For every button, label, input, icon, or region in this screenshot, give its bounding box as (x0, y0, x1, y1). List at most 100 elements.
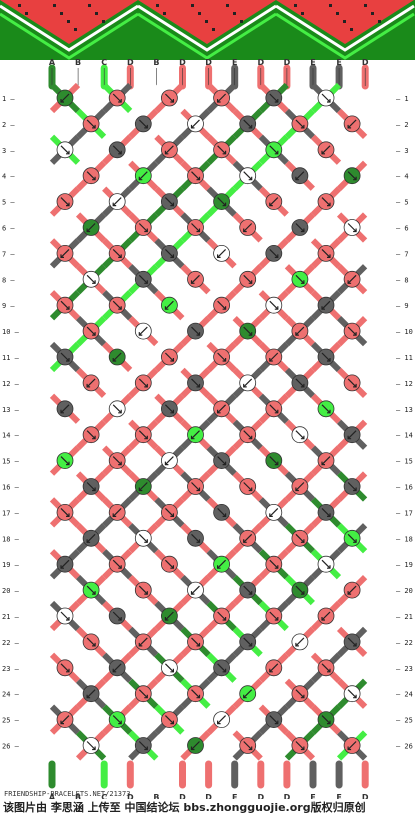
knot-arrowhead (353, 539, 357, 543)
banner-seed-mark (198, 12, 201, 15)
banner-white-stripe (275, 4, 415, 52)
knot-arrowhead (66, 617, 70, 621)
knot-arrowhead (295, 642, 299, 647)
knot-arrow (269, 145, 279, 155)
pattern-credit: FRIENDSHIP-BRACELETS.NET/21373 (4, 790, 131, 798)
row-label-left: 19 — (2, 561, 20, 569)
knot-arrow (243, 585, 253, 595)
knot-arrow (60, 300, 70, 310)
knot-arrow (321, 352, 331, 362)
knot-arrow (60, 611, 70, 621)
knot-arrowhead (66, 461, 70, 466)
knot-arrow (60, 663, 70, 673)
knot-arrowhead (327, 99, 331, 103)
string-letter-bottom: B (75, 793, 81, 802)
string-letter-top: D (205, 58, 212, 67)
knot-arrowhead (144, 435, 148, 440)
string-letter-bottom: E (336, 793, 341, 802)
knot-arrow (112, 248, 122, 258)
knot-arrowhead (190, 124, 195, 129)
knot-arrow (138, 274, 148, 284)
knot-arrow (217, 300, 227, 310)
string-letter-bottom: E (310, 793, 315, 802)
knot-arrowhead (118, 254, 122, 258)
knot-arrowhead (248, 642, 253, 647)
string-letter-bottom: C (101, 793, 107, 802)
knot-arrow (243, 274, 253, 284)
knot-arrow (243, 533, 253, 543)
string-letter-top: D (257, 58, 264, 67)
knot-arrow (295, 637, 305, 647)
knot-arrowhead (66, 513, 70, 518)
banner-seed-mark (336, 12, 339, 15)
knot-arrowhead (274, 461, 279, 466)
knot-arrowhead (86, 383, 91, 388)
knot-arrow (112, 715, 122, 725)
knot-arrow (347, 637, 357, 647)
knot-arrow (138, 430, 148, 440)
row-label-right: — 2 (396, 121, 409, 129)
knot-arrow (269, 611, 279, 621)
knot-arrow (191, 637, 200, 647)
pattern-preview-banner (0, 0, 415, 60)
knot-arrowhead (66, 150, 70, 155)
row-label-left: 14 — (2, 432, 20, 440)
row-label-right: — 15 (396, 458, 413, 466)
knot-arrowhead (118, 150, 122, 155)
knot-arrowhead (321, 306, 325, 310)
knot-arrow (86, 741, 96, 750)
knot-arrowhead (92, 642, 96, 647)
knot-arrowhead (60, 409, 64, 414)
row-label-left: 1 — (2, 95, 15, 103)
row-label-right: — 18 (396, 535, 413, 543)
knot-arrowhead (274, 150, 279, 155)
knot-arrow (138, 533, 148, 543)
knot-arrowhead (66, 358, 70, 362)
knot-arrowhead (248, 124, 253, 129)
knot-arrow (269, 456, 279, 466)
knot-arrowhead (269, 358, 273, 362)
row-label-left: 9 — (2, 302, 15, 310)
knot-arrowhead (217, 99, 221, 103)
knot-arrowhead (118, 461, 122, 466)
knot-arrow (191, 274, 200, 284)
string-letter-top: D (127, 58, 134, 67)
knot-arrow (269, 93, 279, 103)
knot-arrowhead (327, 513, 331, 518)
row-label-right: — 26 (396, 743, 413, 751)
knot-arrow (191, 689, 200, 699)
knot-arrow (217, 611, 227, 621)
string-letter-top: A (49, 58, 56, 67)
knot-arrow (347, 741, 357, 750)
row-label-left: 8 — (2, 276, 15, 284)
row-label-right: — 14 (396, 432, 413, 440)
knot-arrowhead (327, 720, 331, 725)
knot-arrow (164, 507, 174, 517)
string-letter-top: C (101, 58, 107, 67)
string-letter-bottom: D (127, 793, 134, 802)
row-label-right: — 13 (396, 406, 413, 414)
knot-arrowhead (243, 228, 247, 233)
knot-arrowhead (164, 617, 169, 621)
knot-arrowhead (222, 202, 227, 207)
knot-arrowhead (300, 383, 305, 388)
knot-arrowhead (300, 591, 305, 595)
knot-arrowhead (118, 306, 122, 310)
knot-arrow (191, 533, 200, 543)
knot-arrowhead (170, 358, 174, 362)
banner-seed-mark (156, 4, 159, 7)
knot-arrow (164, 404, 174, 414)
banner-seed-mark (95, 12, 98, 15)
knot-arrowhead (92, 591, 96, 595)
knot-arrowhead (300, 746, 305, 751)
knot-arrowhead (248, 746, 253, 751)
knot-arrow (217, 248, 227, 258)
knot-arrowhead (60, 254, 64, 258)
knot-arrow (243, 326, 253, 336)
knot-arrow (321, 93, 331, 103)
string-letter-top: D (284, 58, 291, 67)
row-label-left: 5 — (2, 199, 15, 207)
knot-arrowhead (144, 746, 148, 751)
knot-arrow (138, 482, 148, 491)
banner-seed-mark (371, 12, 374, 15)
